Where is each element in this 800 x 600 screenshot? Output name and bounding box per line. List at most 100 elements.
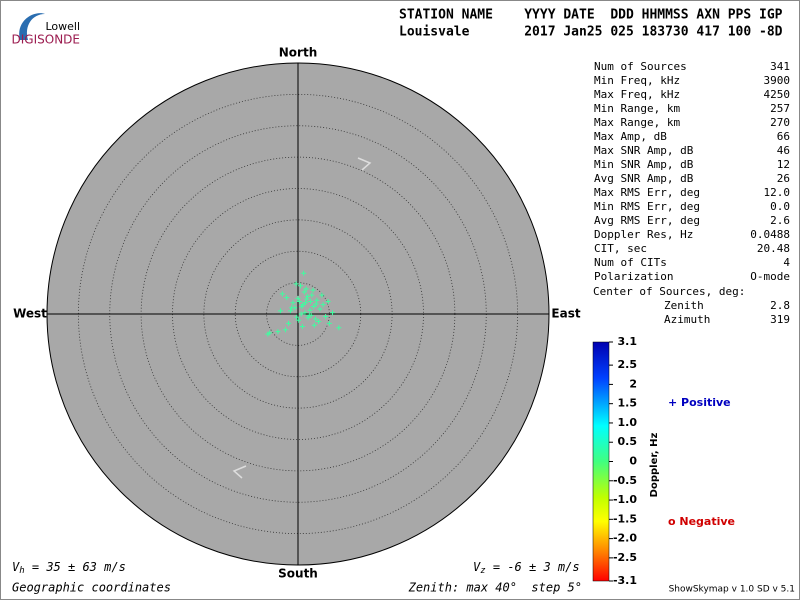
stat-label: Min RMS Err, deg (594, 200, 700, 213)
source-point (303, 286, 309, 292)
source-point (313, 316, 319, 322)
header-line: STATION NAME YYYY DATE DDD HHMMSS AXN PP… (399, 8, 783, 23)
source-point (298, 311, 304, 317)
source-point (316, 319, 322, 325)
source-point (317, 306, 323, 312)
stat-label: Num of CITs (594, 256, 667, 269)
source-point (310, 287, 316, 293)
source-point (323, 314, 329, 320)
source-point (277, 308, 283, 314)
velocity-text: = 35 ± 63 m/s (25, 560, 126, 574)
source-point (284, 295, 290, 301)
colorbar-tick-label: -2.0 (613, 532, 637, 545)
source-point (299, 303, 305, 309)
velocity-sub: h (19, 566, 24, 576)
colorbar-tick-label: 2 (629, 377, 637, 390)
stat-label: Min Freq, kHz (594, 74, 680, 87)
direction-label: South (278, 567, 318, 581)
velocity-symbol: V (12, 560, 20, 574)
colorbar-tick-label: 2.5 (618, 358, 638, 371)
direction-label: East (551, 307, 580, 321)
velocity-label: Vh = 35 ± 63 m/s (12, 560, 126, 576)
stat-value: 270 (770, 116, 790, 129)
zenith-label: Zenith: max 40° step 5° (408, 581, 582, 595)
source-point (282, 327, 288, 333)
center-label: Zenith (664, 299, 704, 312)
source-point (311, 303, 317, 309)
stat-label: Polarization (594, 270, 673, 283)
source-point (302, 310, 308, 316)
stat-label: CIT, sec (594, 242, 647, 255)
stat-label: Min Range, km (594, 102, 680, 115)
center-value: 2.8 (770, 299, 790, 312)
source-point (296, 317, 302, 323)
source-point (304, 293, 310, 299)
colorbar-tick-label: -0.5 (613, 474, 637, 487)
direction-label: North (279, 46, 317, 60)
center-value: 319 (770, 313, 790, 326)
colorbar-tick-label: -3.1 (613, 574, 637, 587)
source-point (311, 322, 317, 328)
source-point (275, 329, 281, 335)
velocity-sub: z (480, 566, 485, 576)
header-line: Louisvale 2017 Jan25 025 183730 417 100 … (399, 25, 783, 40)
stat-value: 3900 (764, 74, 791, 87)
source-point (314, 297, 320, 303)
center-title: Center of Sources, deg: (593, 285, 745, 298)
chevron (232, 465, 247, 479)
stat-label: Max SNR Amp, dB (594, 144, 694, 157)
stat-value: 46 (777, 144, 790, 157)
source-point (308, 298, 314, 304)
stat-value: 0.0488 (750, 228, 790, 241)
stat-label: Max Freq, kHz (594, 88, 680, 101)
source-point (265, 331, 271, 337)
source-point (279, 291, 285, 297)
legend-negative: o Negative (668, 515, 735, 528)
stat-label: Avg SNR Amp, dB (594, 172, 694, 185)
source-point (296, 298, 302, 304)
source-point (290, 300, 296, 306)
source-point (289, 305, 295, 311)
source-point (313, 301, 319, 307)
velocity-text: = -6 ± 3 m/s (486, 560, 580, 574)
stat-value: 12.0 (764, 186, 791, 199)
version-label: ShowSkymap v 1.0 SD v 5.1 (669, 585, 795, 595)
chevron (357, 157, 372, 171)
stat-value: 2.6 (770, 214, 790, 227)
source-point (301, 289, 307, 295)
stat-label: Doppler Res, Hz (594, 228, 693, 241)
source-point (326, 320, 332, 326)
source-point (286, 320, 292, 326)
coords-label: Geographic coordinates (12, 581, 171, 595)
direction-label: West (13, 307, 47, 321)
stat-value: 26 (777, 172, 790, 185)
colorbar-tick-label: 0 (629, 455, 637, 468)
legend-positive: + Positive (668, 396, 731, 409)
source-point (320, 302, 326, 308)
colorbar (592, 341, 610, 582)
colorbar-tick-label: -2.5 (613, 551, 637, 564)
source-point (325, 298, 331, 304)
colorbar-label: Doppler, Hz (649, 433, 660, 498)
center-label: Azimuth (664, 313, 710, 326)
stat-value: 4250 (764, 88, 791, 101)
source-point (336, 325, 342, 331)
source-point (330, 310, 336, 316)
colorbar-tick-label: 3.1 (618, 335, 638, 348)
logo-swoosh (19, 13, 45, 40)
stat-label: Min SNR Amp, dB (594, 158, 694, 171)
stat-value: 20.48 (757, 242, 790, 255)
source-point (295, 295, 301, 301)
source-point (294, 314, 300, 320)
source-point (304, 296, 310, 302)
logo-bottom: DIGISONDE (12, 33, 80, 47)
source-point (287, 308, 293, 314)
velocity-symbol: V (473, 560, 481, 574)
source-point (293, 281, 299, 287)
colorbar-tick-label: -1.5 (613, 512, 637, 525)
colorbar-tick-label: -1.0 (613, 493, 637, 506)
source-point (309, 292, 315, 298)
stat-label: Avg RMS Err, deg (594, 214, 700, 227)
stat-value: O-mode (750, 270, 790, 283)
